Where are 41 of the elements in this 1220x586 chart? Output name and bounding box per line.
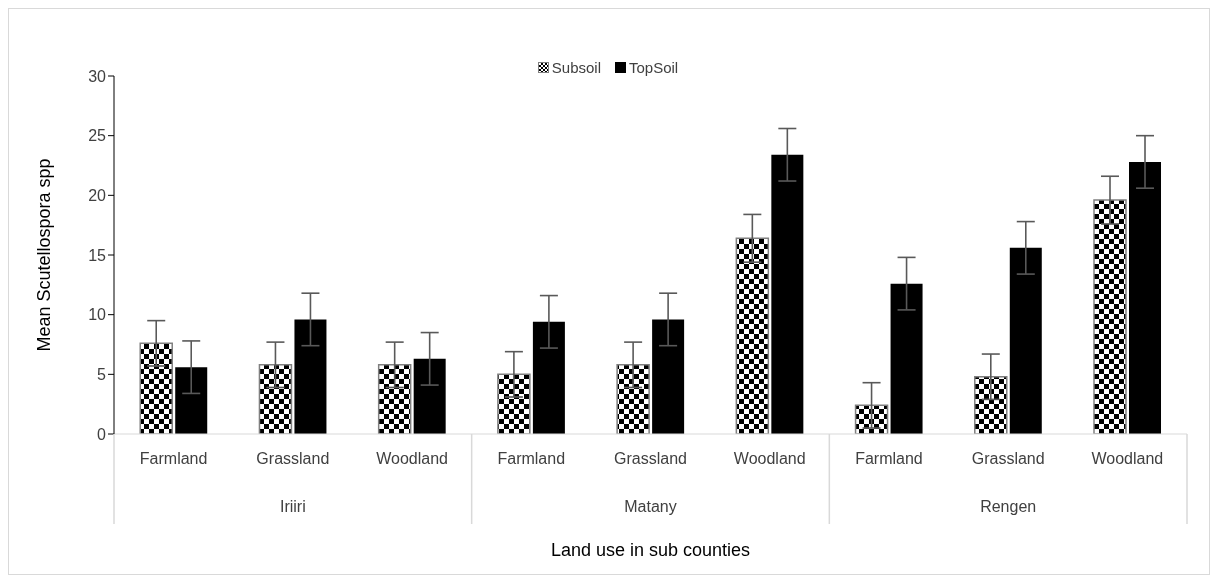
y-tick-label: 30 (88, 67, 107, 85)
bar (735, 237, 770, 434)
bar (175, 367, 208, 434)
bar (974, 375, 1008, 434)
y-tick-label: 5 (97, 366, 107, 384)
bar (294, 319, 327, 434)
bar (1093, 199, 1127, 434)
bar (532, 321, 565, 434)
bar (1129, 161, 1162, 434)
bar (771, 154, 804, 434)
x-tick-label: Grassland (614, 450, 687, 467)
bar (890, 283, 923, 434)
y-tick-label: 0 (97, 425, 107, 443)
x-tick-label: Farmland (855, 450, 923, 467)
legend-label: TopSoil (628, 59, 679, 76)
text: Iriiri (279, 498, 306, 515)
x-tick-label: Farmland (139, 450, 208, 467)
x-tick-label: Farmland (497, 450, 566, 467)
x-tick-label: Woodland (733, 450, 806, 467)
y-tick-label: 10 (88, 306, 107, 324)
y-tick-label: 25 (88, 127, 107, 145)
bar (377, 364, 412, 434)
text: Rengen (980, 498, 1037, 515)
x-tick-label: Grassland (971, 450, 1045, 467)
x-tick-label: Grassland (256, 450, 330, 467)
legend-label: Subsoil (550, 59, 601, 76)
text: Matany (624, 498, 677, 515)
y-axis-title: Mean Scutellospora spp (34, 158, 55, 352)
y-tick-label: 15 (88, 246, 107, 264)
bar (139, 342, 173, 434)
y-tick-label: 20 (88, 187, 107, 205)
bar (1009, 247, 1042, 434)
bar (413, 358, 446, 434)
bar (497, 373, 531, 434)
x-tick-label: Woodland (376, 450, 448, 467)
bar (652, 319, 685, 434)
bar (258, 364, 293, 434)
bar (854, 404, 889, 434)
x-axis-title: Land use in sub counties (550, 540, 751, 560)
bar (616, 364, 650, 434)
x-tick-label: Woodland (1091, 450, 1164, 467)
